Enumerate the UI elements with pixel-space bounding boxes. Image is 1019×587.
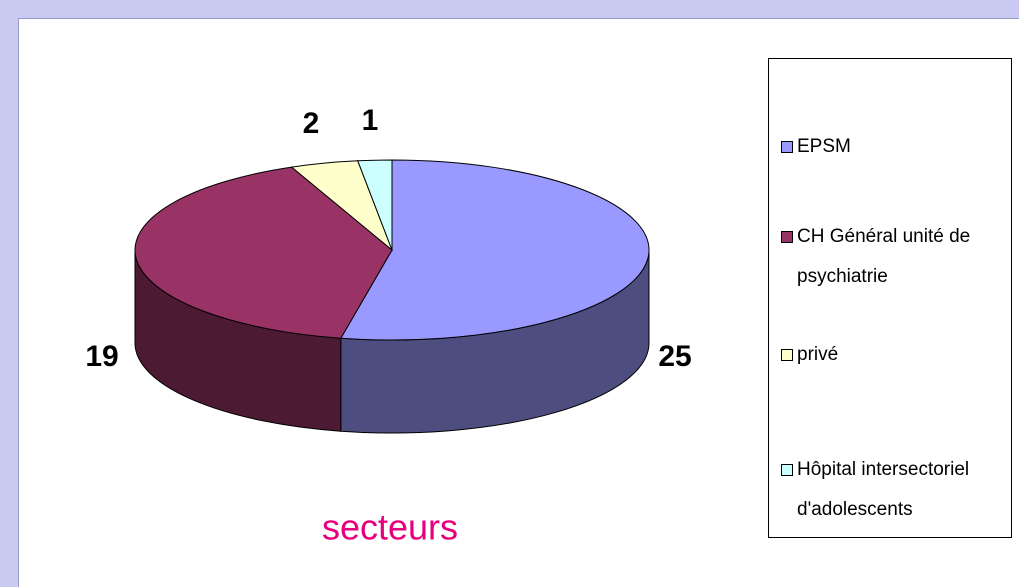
- legend-label: EPSM: [797, 136, 851, 157]
- legend-swatch: [781, 464, 793, 476]
- legend-item: Hôpital intersectoriel d'adolescents: [781, 450, 1009, 530]
- value-label: 1: [362, 104, 379, 137]
- top-faces: [134, 159, 650, 341]
- slice: [339, 159, 650, 341]
- legend-item: privé: [781, 335, 1009, 375]
- legend-swatch: [781, 141, 793, 153]
- slice: [134, 166, 393, 339]
- legend-label: privé: [797, 344, 839, 365]
- legend-item: CH Général unité de psychiatrie: [781, 217, 1009, 297]
- chart-title: secteurs: [322, 507, 458, 548]
- value-label: 19: [85, 340, 118, 373]
- value-labels: 25 19 2 1: [85, 104, 691, 373]
- legend-item: EPSM: [781, 127, 1009, 167]
- slice: [357, 159, 393, 251]
- value-label: 25: [658, 340, 691, 373]
- legend-swatch: [781, 349, 793, 361]
- legend-label: CH Général unité de psychiatrie: [797, 226, 971, 287]
- legend-label: Hôpital intersectoriel d'adolescents: [797, 459, 970, 520]
- value-label: 2: [303, 107, 320, 140]
- legend-swatch: [781, 231, 793, 243]
- legend: EPSM CH Général unité de psychiatrie privé…: [768, 58, 1012, 538]
